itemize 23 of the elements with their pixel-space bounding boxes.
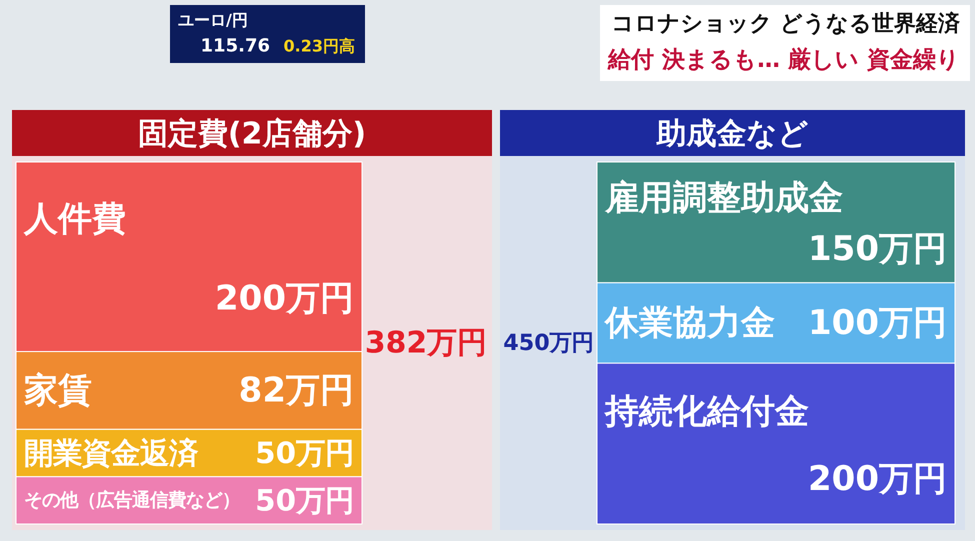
series-name: 雇用調整助成金 xyxy=(605,178,843,218)
value-label: 82万円 xyxy=(238,370,354,410)
value-label: 50万円 xyxy=(255,483,354,518)
annotation: 115.76 xyxy=(200,36,270,56)
series-name: その他（広告通信費など） xyxy=(24,490,240,511)
series-name: 休業協力金 xyxy=(605,302,775,343)
value-label: 200万円 xyxy=(215,278,354,318)
series-name: 開業資金返済 xyxy=(24,436,198,470)
total: 450万円 xyxy=(503,330,594,356)
total: 382万円 xyxy=(364,326,488,360)
series-name: 人件費 xyxy=(24,198,126,239)
title: コロナショック どうなる世界経済 xyxy=(611,12,960,36)
value-label: 150万円 xyxy=(808,228,947,269)
value-label: 50万円 xyxy=(255,436,354,470)
subtitle: 給付 決まるも… 厳しい 資金繰り xyxy=(608,47,960,73)
title: 助成金など xyxy=(656,116,808,152)
value-label: 200万円 xyxy=(808,458,947,499)
annotation: ユーロ/円 xyxy=(178,10,248,30)
annotation: 0.23円高 xyxy=(284,36,355,56)
series-name: 持続化給付金 xyxy=(605,391,809,432)
series-name: 家賃 xyxy=(24,370,92,410)
value-label: 100万円 xyxy=(808,302,947,343)
title: 固定費(2店舗分) xyxy=(138,116,366,152)
